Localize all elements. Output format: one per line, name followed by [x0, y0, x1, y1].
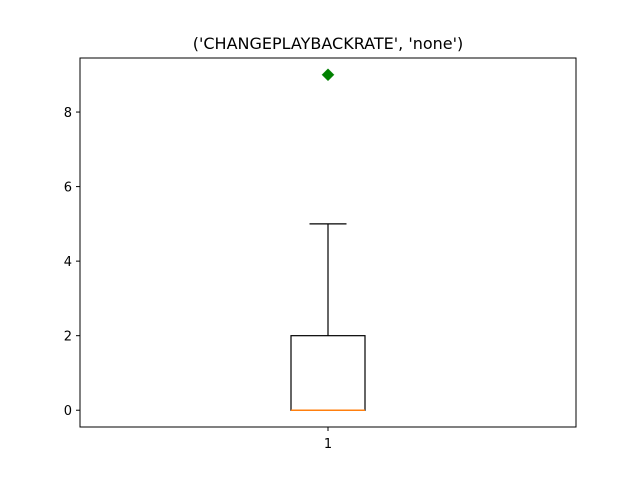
iqr-box [290, 335, 366, 411]
y-tick-label: 0 [64, 404, 72, 419]
y-tick-label: 4 [64, 255, 72, 270]
y-tick-label: 6 [64, 181, 72, 196]
boxplot-marks [290, 68, 366, 411]
x-tick-label: 1 [324, 437, 332, 452]
y-axis: 0 2 4 6 8 [64, 106, 80, 419]
y-tick-label: 8 [64, 106, 72, 121]
x-axis: 1 [324, 427, 332, 452]
chart-title: ('CHANGEPLAYBACKRATE', 'none') [193, 34, 464, 53]
y-tick-label: 2 [64, 330, 72, 345]
outlier-point [321, 68, 335, 82]
